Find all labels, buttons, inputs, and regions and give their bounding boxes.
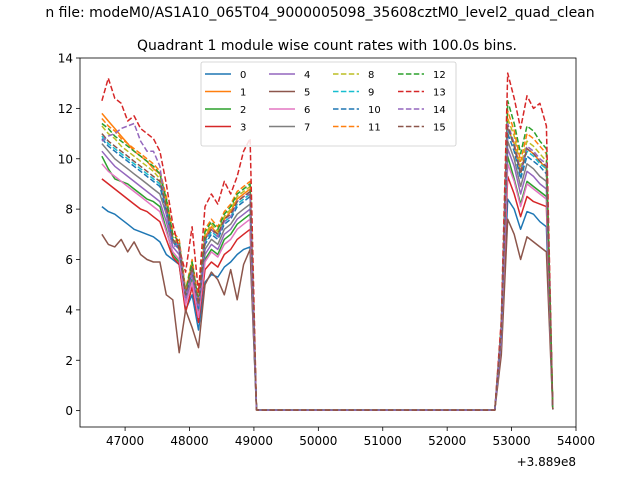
axes-frame: [79, 57, 577, 428]
series-line-2: [101, 155, 554, 411]
series-line-11: [101, 110, 554, 411]
y-tick-label: 6: [65, 253, 73, 267]
x-axis-offset-label: +3.889e8: [517, 455, 576, 469]
figure-suptitle: n file: modeM0/AS1A10_065T04_9000005098_…: [45, 5, 594, 21]
x-tick-label: 53000: [492, 434, 530, 448]
legend-label-1: 1: [240, 88, 246, 99]
legend-label-15: 15: [433, 123, 446, 134]
legend-label-14: 14: [433, 105, 446, 116]
legend-label-12: 12: [433, 70, 446, 81]
y-tick-label: 12: [58, 102, 73, 116]
y-tick-label: 2: [65, 354, 73, 368]
chart-title: Quadrant 1 module wise count rates with …: [137, 38, 517, 54]
series-line-1: [101, 112, 554, 411]
series-line-9: [101, 127, 554, 411]
x-axis: 47000 48000 49000 50000 51000 52000 53000 54000: [106, 427, 595, 448]
y-tick-label: 0: [65, 404, 73, 418]
legend-label-6: 6: [304, 105, 310, 116]
y-tick-label: 8: [65, 203, 73, 217]
y-tick-label: 10: [58, 152, 73, 166]
legend-label-3: 3: [240, 123, 246, 134]
x-tick-label: 47000: [106, 434, 144, 448]
series-line-8: [101, 117, 554, 411]
legend-label-2: 2: [240, 105, 246, 116]
legend-frame: [200, 61, 457, 147]
y-axis: 0 2 4 6 8 10 12 14: [58, 52, 80, 418]
x-tick-label: 54000: [557, 434, 595, 448]
y-tick-label: 4: [65, 303, 73, 317]
series-line-10: [101, 132, 554, 411]
legend-label-11: 11: [368, 123, 381, 134]
legend-label-5: 5: [304, 88, 310, 99]
legend-label-0: 0: [240, 70, 246, 81]
y-tick-label: 14: [58, 52, 73, 66]
series-line-4: [101, 147, 554, 411]
legend-label-4: 4: [304, 70, 310, 81]
x-tick-label: 50000: [299, 434, 337, 448]
x-tick-label: 52000: [428, 434, 466, 448]
legend-label-9: 9: [368, 88, 374, 99]
plot-area: [79, 57, 577, 428]
series-lines: [101, 72, 554, 411]
x-tick-label: 51000: [364, 434, 402, 448]
series-line-12: [101, 100, 554, 411]
legend-label-13: 13: [433, 88, 446, 99]
legend-label-7: 7: [304, 123, 310, 134]
series-line-14: [101, 122, 554, 411]
series-line-7: [101, 140, 554, 411]
legend-label-8: 8: [368, 70, 374, 81]
x-tick-label: 48000: [170, 434, 208, 448]
legend-label-10: 10: [368, 105, 381, 116]
series-line-15: [101, 125, 554, 411]
x-tick-label: 49000: [235, 434, 273, 448]
